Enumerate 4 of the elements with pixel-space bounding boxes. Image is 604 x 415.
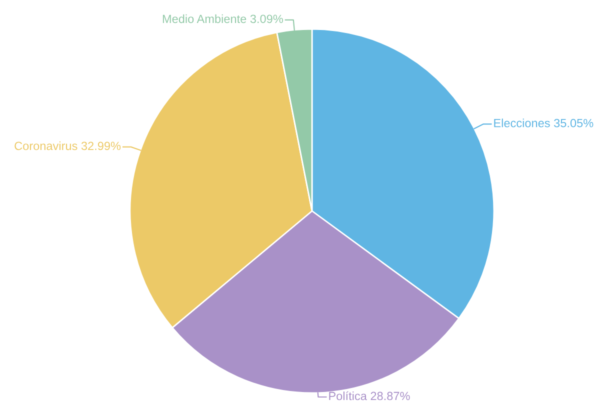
- slice-label: Medio Ambiente 3.09%: [162, 14, 283, 24]
- slice-label: Política 28.87%: [329, 391, 410, 400]
- slice-label: Coronavirus 32.99%: [14, 141, 121, 150]
- slice-label: Elecciones 35.05%: [494, 118, 594, 128]
